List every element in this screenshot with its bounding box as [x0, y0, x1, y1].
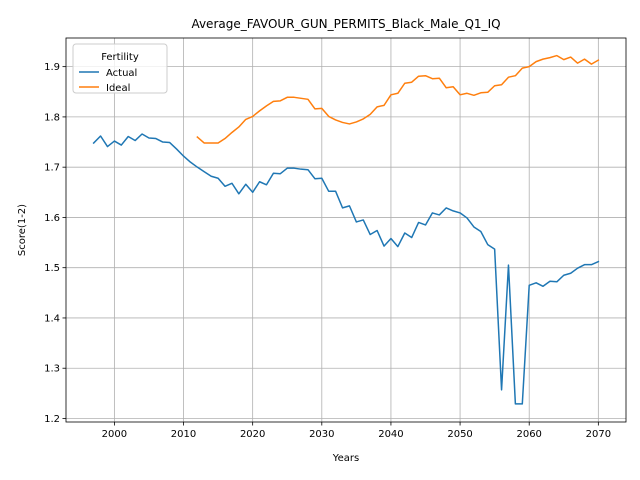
y-axis-label: Score(1-2) — [17, 204, 28, 256]
series-line-actual — [92, 133, 600, 405]
legend: Fertility Actual Ideal — [72, 43, 168, 94]
series-lines — [92, 54, 600, 405]
ticks: 2000 2010 2020 2030 2040 2050 2060 2070 1.2 1.3 1.… — [44, 62, 611, 440]
chart-title: Average_FAVOUR_GUN_PERMITS_Black_Male_Q1… — [191, 17, 500, 31]
y-tick-label: 1.6 — [44, 213, 60, 224]
plot-frame — [65, 37, 627, 423]
grid — [66, 38, 626, 422]
legend-title: Fertility — [101, 52, 139, 63]
y-tick-label: 1.9 — [44, 62, 60, 73]
series-line-ideal — [196, 54, 600, 144]
legend-box — [72, 43, 168, 94]
y-tick-label: 1.3 — [44, 364, 60, 375]
y-tick-label: 1.2 — [44, 414, 60, 425]
y-tick-label: 1.8 — [44, 112, 60, 123]
x-tick-label: 2040 — [378, 429, 403, 440]
x-tick-label: 2030 — [309, 429, 334, 440]
legend-label-actual: Actual — [106, 68, 137, 79]
y-tick-label: 1.7 — [44, 163, 60, 174]
x-tick-label: 2020 — [240, 429, 265, 440]
x-tick-label: 2060 — [516, 429, 541, 440]
y-tick-label: 1.5 — [44, 263, 60, 274]
x-tick-label: 2050 — [447, 429, 472, 440]
y-tick-label: 1.4 — [44, 313, 60, 324]
x-tick-label: 2010 — [171, 429, 196, 440]
legend-label-ideal: Ideal — [106, 83, 130, 94]
x-tick-label: 2000 — [102, 429, 127, 440]
x-axis-label: Years — [332, 453, 359, 464]
x-tick-label: 2070 — [586, 429, 611, 440]
